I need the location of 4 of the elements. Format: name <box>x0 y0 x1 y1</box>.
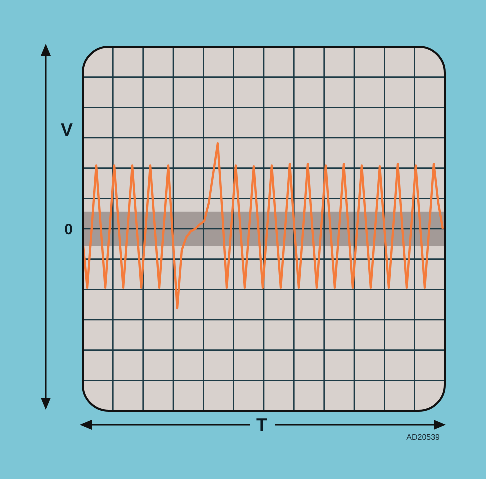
text: AD20539 <box>406 433 441 442</box>
text: 0 <box>64 221 73 238</box>
y-axis-title: V <box>60 120 74 140</box>
text: T <box>256 415 268 435</box>
